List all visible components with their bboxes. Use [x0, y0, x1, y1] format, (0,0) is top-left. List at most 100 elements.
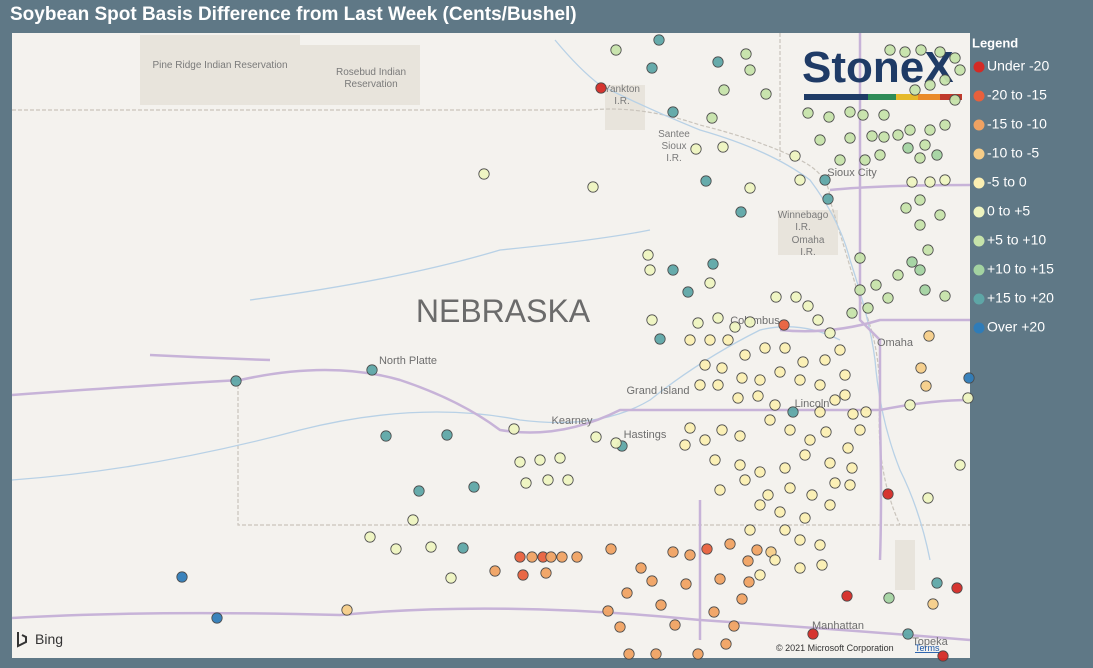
legend-swatch: [973, 235, 985, 247]
reservation-label: Winnebago: [778, 210, 829, 221]
location-marker: [812, 314, 824, 326]
location-marker: [742, 555, 754, 567]
location-marker: [728, 620, 740, 632]
location-marker: [949, 52, 961, 64]
location-marker: [914, 219, 926, 231]
legend-label: -20 to -15: [987, 87, 1047, 103]
location-marker: [802, 300, 814, 312]
location-marker: [860, 406, 872, 418]
location-marker: [784, 424, 796, 436]
location-marker: [534, 454, 546, 466]
location-marker: [779, 342, 791, 354]
location-marker: [706, 112, 718, 124]
location-marker: [623, 648, 635, 660]
location-marker: [735, 206, 747, 218]
legend-label: Under -20: [987, 58, 1049, 74]
legend: Under -20 -20 to -15 -15 to -10 -10 to -5 -5…: [973, 58, 1054, 335]
location-marker: [704, 277, 716, 289]
location-marker: [842, 442, 854, 454]
location-marker: [701, 543, 713, 555]
location-marker: [954, 64, 966, 76]
location-marker: [920, 380, 932, 392]
location-marker: [754, 499, 766, 511]
location-marker: [736, 372, 748, 384]
location-marker: [542, 474, 554, 486]
location-marker: [644, 264, 656, 276]
location-marker: [610, 44, 622, 56]
location-marker: [770, 291, 782, 303]
location-marker: [667, 264, 679, 276]
location-marker: [846, 307, 858, 319]
location-marker: [366, 364, 378, 376]
location-marker: [760, 88, 772, 100]
legend-swatch: [973, 264, 985, 276]
location-marker: [902, 142, 914, 154]
location-marker: [445, 572, 457, 584]
location-marker: [824, 327, 836, 339]
location-marker: [794, 534, 806, 546]
location-marker: [690, 143, 702, 155]
location-marker: [814, 134, 826, 146]
location-marker: [712, 379, 724, 391]
location-marker: [590, 431, 602, 443]
location-marker: [744, 316, 756, 328]
location-marker: [642, 249, 654, 261]
location-marker: [407, 514, 419, 526]
location-marker: [754, 374, 766, 386]
location-marker: [878, 109, 890, 121]
location-marker: [922, 492, 934, 504]
location-marker: [717, 141, 729, 153]
city-label: Lincoln: [795, 398, 830, 410]
location-marker: [927, 598, 939, 610]
logo-bar: [804, 94, 962, 100]
location-marker: [799, 449, 811, 461]
legend-label: -15 to -10: [987, 116, 1047, 132]
location-marker: [847, 408, 859, 420]
location-marker: [939, 290, 951, 302]
marker-layer: [176, 34, 975, 662]
location-marker: [915, 44, 927, 56]
location-marker: [736, 593, 748, 605]
city-label: Kearney: [552, 415, 593, 427]
copyright: © 2021 Microsoft Corporation: [776, 643, 894, 653]
location-marker: [517, 569, 529, 581]
location-marker: [413, 485, 425, 497]
location-marker: [752, 390, 764, 402]
location-marker: [692, 317, 704, 329]
location-marker: [743, 576, 755, 588]
terms-link[interactable]: Terms: [915, 643, 940, 653]
location-marker: [734, 430, 746, 442]
location-marker: [714, 573, 726, 585]
city-label: Grand Island: [627, 385, 690, 397]
location-marker: [862, 302, 874, 314]
location-marker: [602, 605, 614, 617]
state-label: NEBRASKA: [416, 293, 591, 329]
location-marker: [874, 149, 886, 161]
location-marker: [729, 321, 741, 333]
location-marker: [859, 154, 871, 166]
location-marker: [514, 456, 526, 468]
location-marker: [939, 174, 951, 186]
location-marker: [739, 349, 751, 361]
location-marker: [744, 64, 756, 76]
location-marker: [919, 139, 931, 151]
location-marker: [754, 466, 766, 478]
location-marker: [802, 107, 814, 119]
location-marker: [790, 291, 802, 303]
location-marker: [571, 551, 583, 563]
location-marker: [722, 334, 734, 346]
location-marker: [554, 452, 566, 464]
location-marker: [807, 628, 819, 640]
location-marker: [684, 422, 696, 434]
location-marker: [963, 372, 975, 384]
location-marker: [819, 354, 831, 366]
location-marker: [841, 590, 853, 602]
location-marker: [819, 174, 831, 186]
location-marker: [844, 479, 856, 491]
location-marker: [587, 181, 599, 193]
location-marker: [457, 542, 469, 554]
location-marker: [514, 551, 526, 563]
location-marker: [949, 94, 961, 106]
